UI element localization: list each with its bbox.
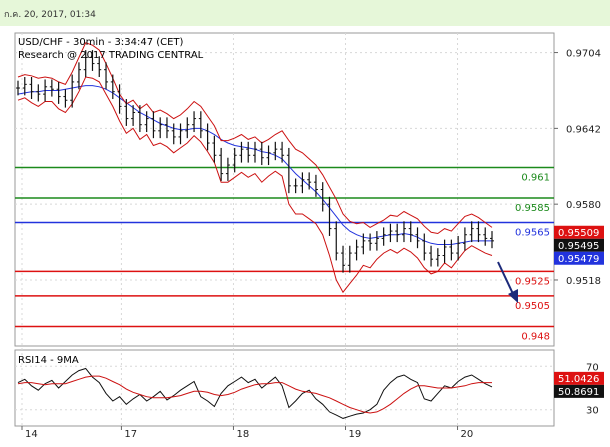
support-resistance-levels: 0.961 0.9585 0.9565 0.9525 0.9505 0.948 xyxy=(15,166,554,342)
chart-subtitle: Research @ 2017 TRADING CENTRAL xyxy=(18,50,204,61)
x-tick-label-2: 18 xyxy=(236,429,249,440)
rsi-line-1 xyxy=(17,375,492,414)
level-label-1: 0.9585 xyxy=(515,203,550,214)
y-axis-ticks: 0.9704 0.9642 0.9580 0.9518 70 30 xyxy=(554,49,601,417)
rsi-tag-0: 51.0426 xyxy=(558,374,599,385)
rsi-tick-label-0: 70 xyxy=(586,362,599,373)
forecast-arrow xyxy=(497,261,518,303)
price-series xyxy=(16,42,494,294)
ohlc-bars xyxy=(16,50,494,273)
x-tick-label-0: 14 xyxy=(25,429,38,440)
price-tag-0: 0.95509 xyxy=(558,228,599,239)
y-tick-label-1: 0.9642 xyxy=(566,124,601,135)
x-tick-label-4: 20 xyxy=(461,429,474,440)
y-tick-label-2: 0.9580 xyxy=(566,200,601,211)
level-label-2: 0.9565 xyxy=(515,228,550,239)
x-axis-ticks: 14 17 18 19 20 xyxy=(21,426,474,440)
x-tick-label-3: 19 xyxy=(348,429,361,440)
rsi-tag-bg-1 xyxy=(554,384,604,398)
level-label-5: 0.948 xyxy=(521,331,550,342)
rsi-panel-frame xyxy=(14,349,555,427)
x-tick-label-1: 17 xyxy=(124,429,137,440)
rsi-line-0 xyxy=(17,367,493,419)
rsi-tag-bg-0 xyxy=(554,371,604,385)
y-tick-label-3: 0.9518 xyxy=(566,276,601,287)
rsi-tag-1: 50.8691 xyxy=(558,387,599,398)
price-tag-2: 0.95479 xyxy=(558,254,599,265)
price-tag-bg-1 xyxy=(554,238,604,252)
price-tag-bg-0 xyxy=(554,225,604,239)
level-label-0: 0.961 xyxy=(521,172,550,183)
price-tag-1: 0.95495 xyxy=(558,241,599,252)
header-bar: ก.ค. 20, 2017, 01:34 xyxy=(0,0,610,26)
rsi-series xyxy=(17,367,493,419)
timestamp: ก.ค. 20, 2017, 01:34 xyxy=(4,10,96,20)
rsi-label: RSI14 - 9MA xyxy=(18,355,79,366)
series-line-2 xyxy=(17,42,493,235)
rsi-tick-label-1: 30 xyxy=(586,406,599,417)
chart-title: USD/CHF - 30min - 3:34:47 (CET) xyxy=(18,37,184,48)
level-label-4: 0.9505 xyxy=(515,301,550,312)
y-tick-label-0: 0.9704 xyxy=(566,49,601,60)
price-tags: 0.95509 0.95495 0.95479 51.0426 50.8691 xyxy=(554,225,604,398)
series-line-3 xyxy=(17,76,493,294)
main-panel-frame xyxy=(14,32,555,347)
price-tag-bg-2 xyxy=(554,251,604,265)
level-label-3: 0.9525 xyxy=(515,276,550,287)
